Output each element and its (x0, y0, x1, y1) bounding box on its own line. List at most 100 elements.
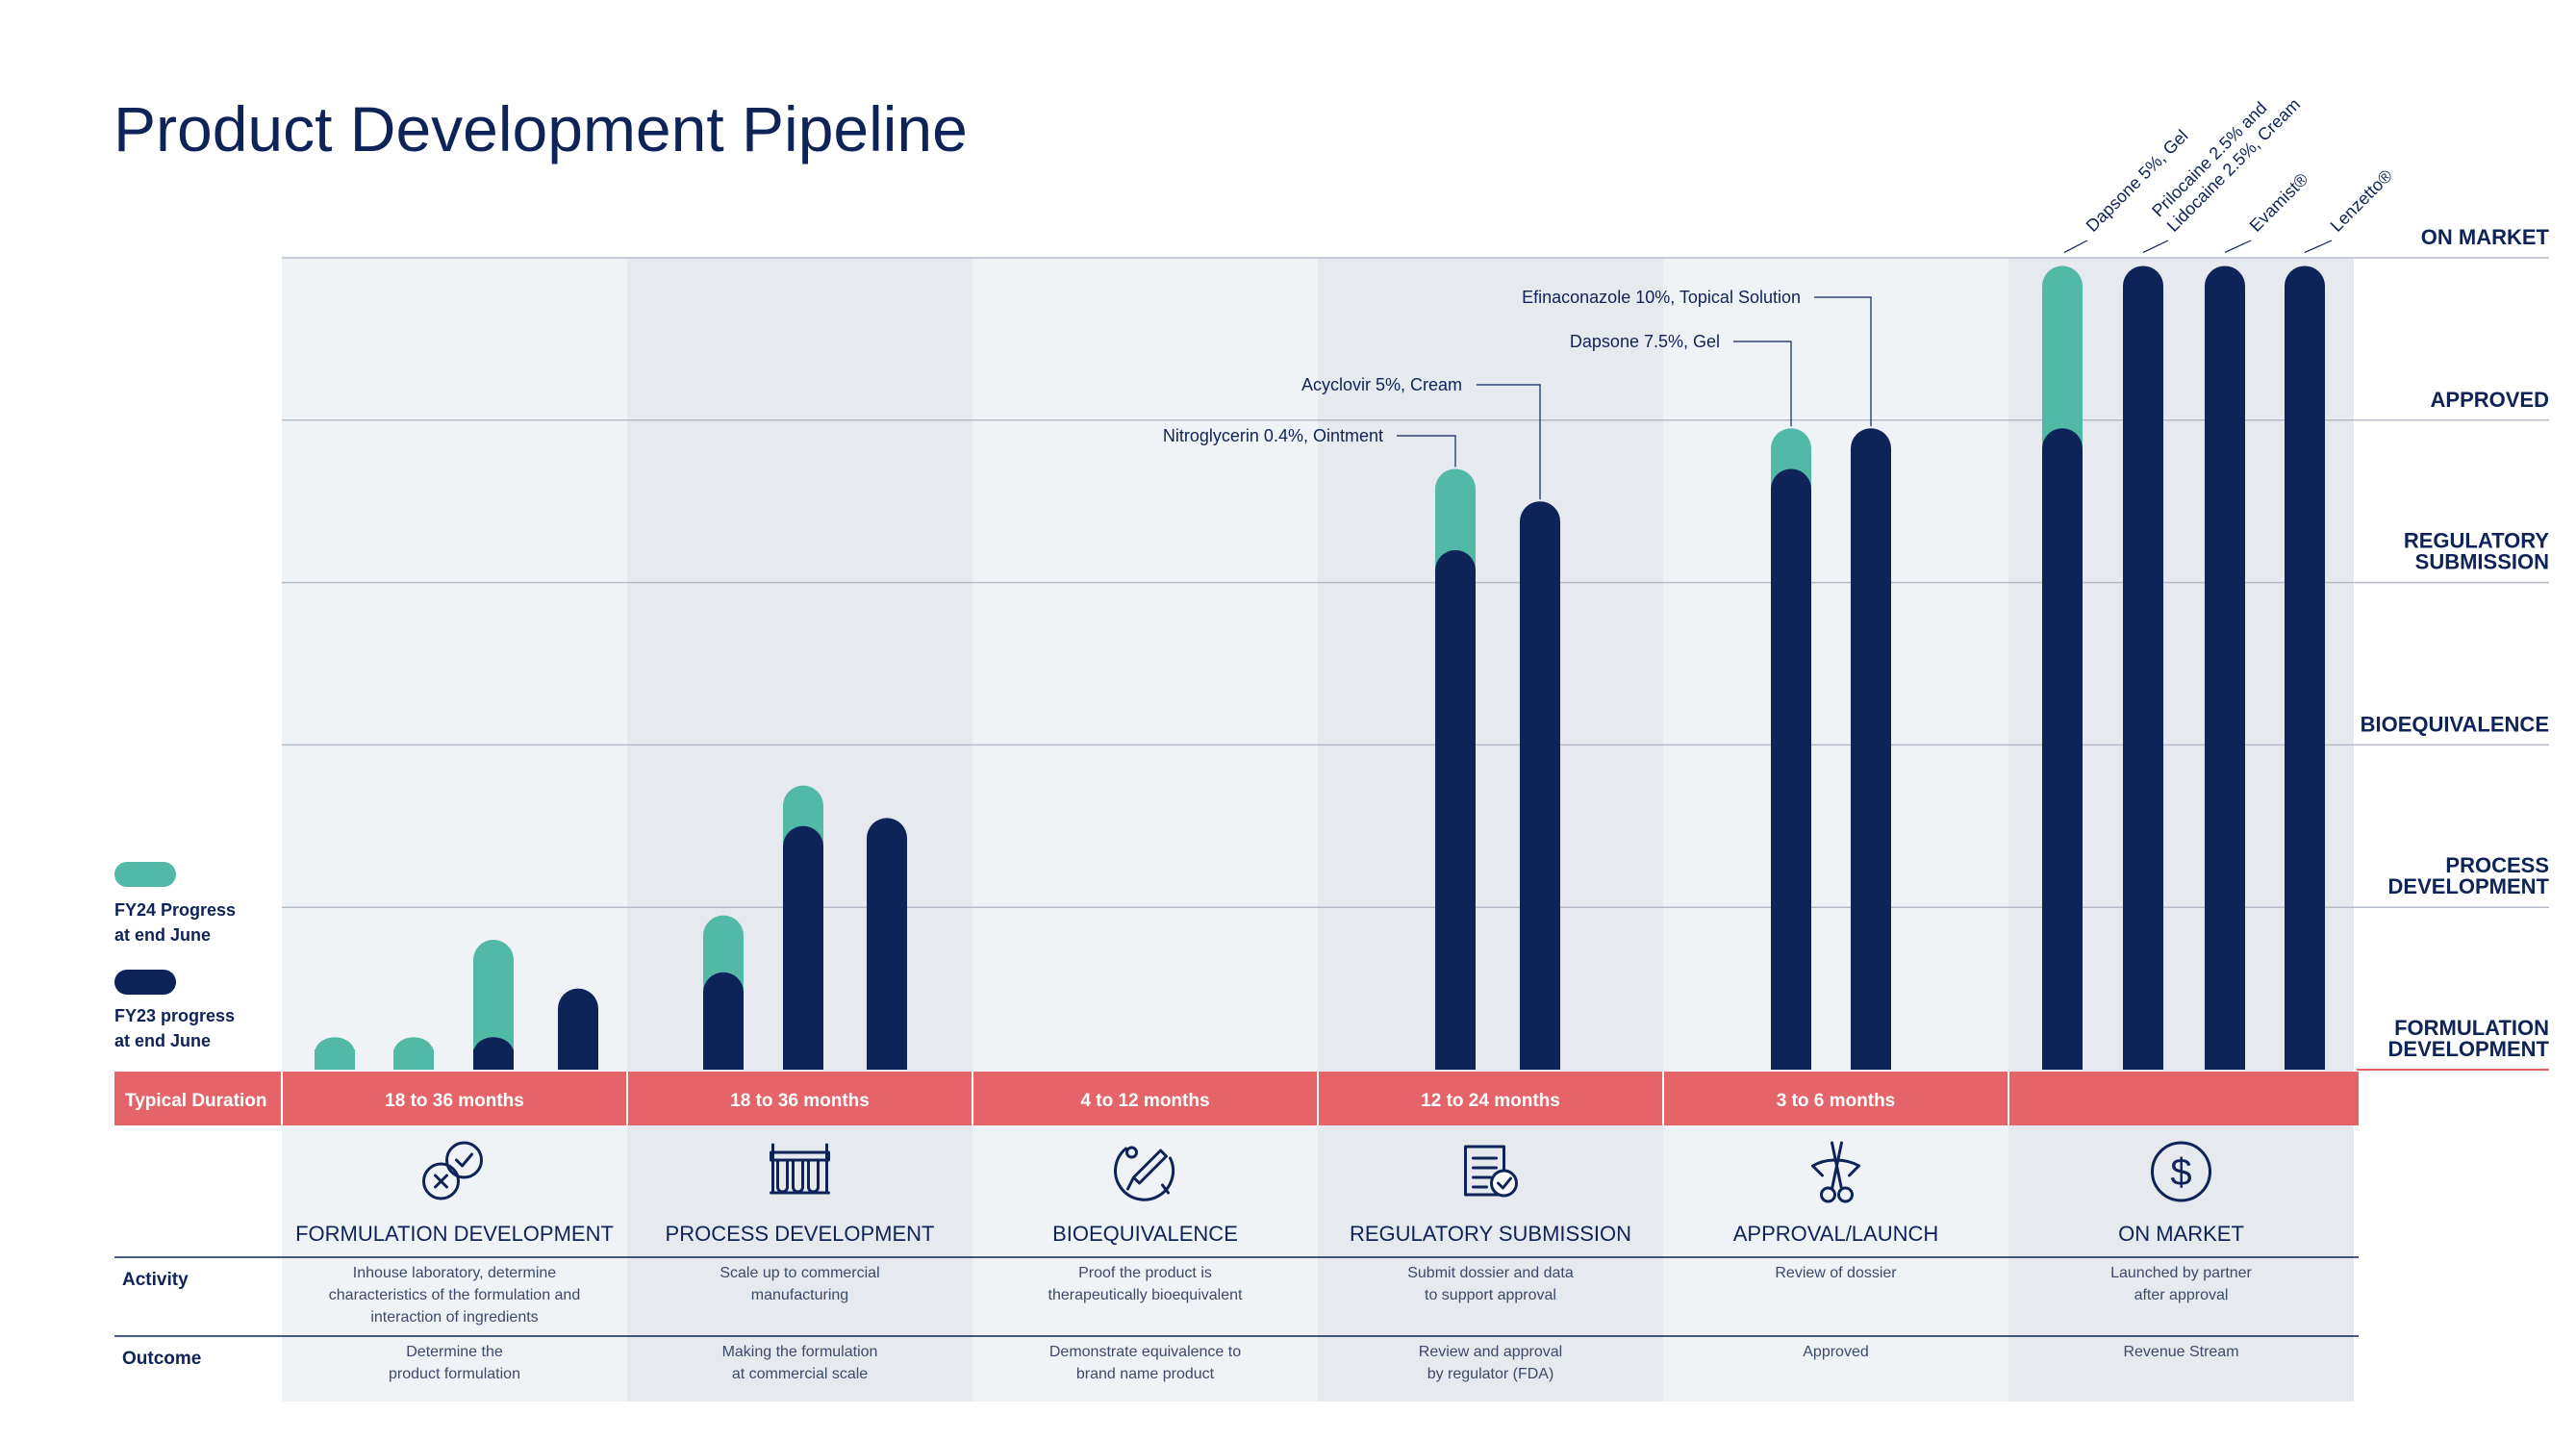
leader-line (2224, 240, 2252, 253)
phase-title: PROCESS DEVELOPMENT (666, 1222, 935, 1246)
activity-cell: Inhouse laboratory, determine characteris… (329, 1265, 580, 1326)
bar-fy24 (473, 939, 514, 1070)
bar-fy23-base (2042, 1049, 2083, 1070)
bar-fy23 (867, 818, 907, 1070)
duration-value: 12 to 24 months (1421, 1091, 1560, 1111)
leader-line (2142, 240, 2169, 253)
duration-value: 18 to 36 months (730, 1091, 870, 1111)
scissors-blades (1831, 1141, 1843, 1191)
leader-line (1397, 435, 1456, 467)
formulation-molecule-icon (422, 1141, 483, 1200)
bar-fy23 (1771, 468, 1811, 1070)
activity-cell: Review of dossier (1775, 1265, 1897, 1281)
dollar-sign: $ (2170, 1151, 2191, 1194)
duration-value: 3 to 6 months (1777, 1091, 1896, 1111)
outcome-cell: Determine the product formulation (389, 1344, 520, 1382)
product-label: Efinaconazole 10%, Topical Solution (1522, 288, 1801, 307)
circle-shape (445, 1141, 483, 1179)
row-head-bg (114, 1258, 282, 1335)
coin (2151, 1141, 2211, 1202)
test-tubes-icon (770, 1143, 830, 1195)
ribbon-cutting-icon (1811, 1141, 1860, 1203)
column-background (282, 258, 627, 1402)
column-background (972, 258, 1318, 1402)
bar-fy23 (2123, 265, 2163, 1070)
row-header-outcome: Outcome (122, 1349, 201, 1369)
phase-title: APPROVAL/LAUNCH (1733, 1222, 1939, 1246)
outcome-cell: Review and approval by regulator (FDA) (1419, 1344, 1562, 1382)
stage-label: BIOEQUIVALENCE (2361, 712, 2549, 736)
leader-line (1814, 296, 1872, 427)
bar-fy23-base (1435, 1049, 1476, 1070)
phase-title: REGULATORY SUBMISSION (1350, 1222, 1631, 1246)
legend-swatch-fy23 (114, 970, 176, 995)
outcome-cell: Demonstrate equivalence to brand name pro… (1049, 1344, 1241, 1382)
phase-title: BIOEQUIVALENCE (1052, 1222, 1238, 1246)
doc-lines (1472, 1156, 1498, 1189)
stage-label: PROCESS DEVELOPMENT (2388, 853, 2550, 898)
outcome-cell: Revenue Stream (2123, 1344, 2238, 1360)
marks (434, 1152, 473, 1189)
document-check-icon (1464, 1145, 1518, 1198)
product-label: Lenzetto® (2327, 165, 2396, 235)
rotated-label-group: Lenzetto® (2327, 165, 2396, 235)
activity-cell: Proof the product is therapeutically bioe… (1048, 1265, 1243, 1303)
bar-fy23-base (1520, 1049, 1560, 1070)
rotated-label-group: Evamist® (2246, 169, 2312, 236)
thermometer-dial-icon (1114, 1146, 1175, 1201)
product-label: Nitroglycerin 0.4%, Ointment (1163, 426, 1383, 445)
bar-fy23-base (783, 1049, 823, 1070)
bar-fy23-base (1851, 1049, 1891, 1070)
bar-fy23-base (558, 1049, 598, 1070)
product-label: Evamist® (2246, 169, 2312, 236)
column-background (1663, 258, 2008, 1402)
phase-title: ON MARKET (2118, 1222, 2244, 1246)
outcome-cell: Making the formulation at commercial scal… (722, 1344, 878, 1382)
scissors-handle (1820, 1186, 1836, 1203)
dollar-circle-icon: $ (2151, 1141, 2211, 1202)
legend-label-fy23: FY23 progress at end June (114, 1006, 235, 1050)
bar-fy24-base (393, 1049, 434, 1070)
bar-fy23 (703, 972, 744, 1070)
legend-label-fy24: FY24 Progress at end June (114, 900, 236, 945)
leader-line (1477, 384, 1541, 500)
stage-label: FORMULATION DEVELOPMENT (2388, 1016, 2550, 1061)
stage-label: ON MARKET (2421, 225, 2550, 249)
bar-fy23-base (473, 1049, 514, 1070)
bar-fy23-base (2285, 1049, 2325, 1070)
bar-fy23 (558, 988, 598, 1070)
bar-fy23 (1851, 428, 1891, 1070)
legend-swatch-fy24 (114, 862, 176, 887)
check-badge (1490, 1169, 1518, 1198)
bar-fy23-base (2205, 1049, 2245, 1070)
row-head-bg (114, 1337, 282, 1404)
stage-label: REGULATORY SUBMISSION (2404, 529, 2549, 574)
bar-fy23 (2205, 265, 2245, 1070)
activity-cell: Submit dossier and data to support approv… (1407, 1265, 1574, 1303)
tube (807, 1158, 820, 1194)
product-label: Dapsone 7.5%, Gel (1570, 332, 1720, 351)
activity-cell: Launched by partner after approval (2110, 1265, 2252, 1303)
leader-line (2304, 240, 2333, 253)
leader-line (1733, 341, 1792, 427)
outcome-cell: Approved (1803, 1344, 1869, 1360)
activity-cell: Scale up to commercial manufacturing (720, 1265, 879, 1303)
product-label: Lidocaine 2.5%, Cream (2163, 94, 2304, 235)
check-mark (1497, 1176, 1512, 1190)
bar-fy23 (2285, 265, 2325, 1070)
bar-fy23 (2042, 428, 2083, 1070)
circle-shape (422, 1162, 460, 1200)
page-title: Product Development Pipeline (114, 93, 968, 164)
leader-line (2063, 240, 2088, 253)
bar-fy23-base (867, 1049, 907, 1070)
phase-title: FORMULATION DEVELOPMENT (295, 1222, 614, 1246)
stand (1161, 1183, 1170, 1195)
bar-fy24-base (315, 1049, 355, 1070)
bar-fy23 (783, 825, 823, 1070)
tube (776, 1158, 789, 1194)
duration-band (114, 1072, 2359, 1125)
duration-header: Typical Duration (125, 1091, 266, 1111)
bar-fy23 (1435, 549, 1476, 1070)
duration-value: 4 to 12 months (1080, 1091, 1209, 1111)
